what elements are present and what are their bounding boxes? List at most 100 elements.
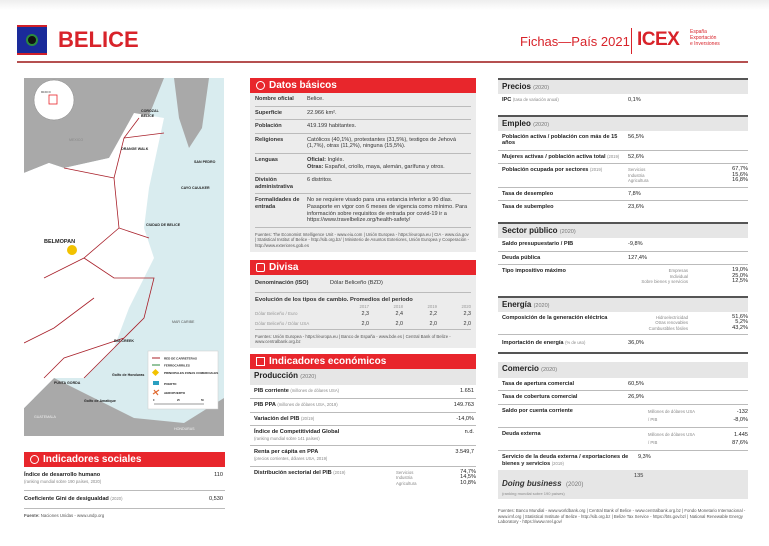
basic-panel: Nombre oficial Belice. Superficie 22.966 k…: [250, 93, 476, 252]
tax-label: Sobre bienes y servicios: [641, 279, 688, 285]
comercio-row: Tasa de apertura comercial 60,5%: [498, 378, 748, 392]
row-note: (ranking mundial sobre 141 países): [254, 435, 320, 441]
map-label: MEXICO: [69, 138, 83, 142]
map-label: CIUDAD DE BELICE: [146, 223, 181, 227]
row-value: 6 distritos.: [307, 177, 333, 184]
subsection-year: (2020): [300, 374, 317, 381]
comercio-row: Tasa de cobertura comercial 26,9%: [498, 391, 748, 406]
map-label: COROZAL: [141, 109, 160, 113]
right-source: Fuentes: Banco Mundial - www.worldbank.o…: [498, 508, 746, 525]
source-label: Otras renovables: [655, 320, 688, 326]
sector-row: Saldo presupuestario / PIB -9,8%: [498, 238, 748, 252]
scale-label: 25: [177, 399, 180, 402]
row-value: 22.966 km².: [307, 109, 337, 116]
row-label: Saldo presupuestario / PIB: [502, 241, 574, 248]
money-icon: [256, 262, 265, 272]
source-label: Combustibles fósiles: [648, 325, 688, 331]
row-label: PIB corriente: [254, 388, 289, 395]
value-label: Otras:: [307, 163, 324, 170]
scale-label: 50: [201, 399, 204, 402]
source-value: 5,2%: [735, 319, 748, 326]
scale-label: 0: [153, 399, 155, 402]
tax-value: 19,0%: [732, 267, 748, 274]
unit-label: / PIB: [648, 417, 658, 423]
prod-row: Distribución sectorial del PIB (2019) Ser…: [250, 467, 476, 490]
bar-chart-icon: [256, 357, 265, 367]
prod-row: Índice de Competitividad Global (ranking …: [250, 426, 476, 447]
row-note: (2019): [607, 153, 620, 159]
sector-label: Servicios: [396, 469, 414, 475]
social-section: Indicadores sociales Índice de desarroll…: [24, 452, 225, 522]
row-value: 3.549,7: [455, 449, 474, 456]
basic-header: Datos básicos: [250, 78, 476, 93]
empleo-row: Población ocupada por sectores (2019) Ser…: [498, 164, 748, 188]
header-rule: [17, 61, 748, 63]
row-label: Deuda pública: [502, 254, 541, 261]
row-label: Religiones: [255, 136, 284, 143]
doing-note: (ranking mundial sobre 190 países): [502, 491, 565, 497]
top-band: [0, 0, 769, 10]
unit-label: Millones de dólares USA: [648, 409, 696, 415]
unit-label: Millones de dólares USA: [648, 432, 696, 438]
target-icon: [256, 81, 265, 90]
row-label: Denominación (ISO): [255, 279, 309, 286]
doing-year: (2020): [566, 482, 584, 489]
row-value: 7,8%: [628, 190, 641, 197]
tax-label: Individual: [669, 273, 688, 279]
country-title: BELICE: [58, 27, 139, 52]
middle-column: Datos básicos Nombre oficial Belice. Supe…: [250, 78, 476, 489]
comercio-row: Servicio de la deuda externa / exportaci…: [498, 451, 748, 470]
year: 2019: [427, 303, 437, 309]
row-label: Renta per cápita en PPA: [254, 449, 319, 456]
empleo-row: Tasa de desempleo 7,8%: [498, 188, 748, 202]
row-value: 26,9%: [628, 394, 644, 401]
sector-label: Agricultura: [628, 178, 649, 184]
row-note: (precios corrientes, dólares USA, 2019): [254, 455, 328, 461]
basic-row: Nombre oficial Belice.: [255, 93, 471, 107]
map-label: BIG CREEK: [114, 339, 134, 343]
row-value: 56,5%: [628, 133, 644, 140]
row-label: Dólar Beliceño / Euro: [255, 310, 298, 316]
sector-row: Deuda pública 127,4%: [498, 252, 748, 266]
row-label: IPC: [502, 97, 512, 103]
divisa-denom: Denominación (ISO) Dólar Beliceño (BZD): [255, 275, 471, 293]
icex-sub-line: e Inversiones: [690, 41, 720, 47]
row-value: Católicos (40,1%), protestantes (31,5%),…: [307, 136, 456, 150]
person-icon: [30, 455, 39, 464]
icex-sub-line: España: [690, 29, 707, 35]
subsection-year: (2020): [533, 121, 550, 128]
year: 2018: [393, 303, 403, 309]
map-label: PUNTA GORDA: [54, 381, 81, 385]
row-label: Variación del PIB: [254, 415, 300, 422]
basic-row: División administrativa 6 distritos.: [255, 174, 471, 195]
row-label: División administrativa: [255, 177, 293, 190]
map-label: ORANGE WALK: [121, 147, 149, 151]
sector-value: 16,8%: [732, 177, 748, 184]
row-value: -14,0%: [456, 415, 474, 422]
row-value: Español, criollo, maya, alemán, garífuna…: [323, 163, 445, 170]
row-label: Tasa de desempleo: [502, 190, 554, 197]
row-note: (2019): [551, 460, 564, 466]
row-note: (millones de dólares USA, 2019): [277, 401, 338, 407]
social-row: Coeficiente Gini de desigualdad (2020) 0,…: [24, 491, 225, 509]
social-header: Indicadores sociales: [24, 452, 225, 467]
sector-label: Industria: [396, 475, 413, 480]
econ-header: Indicadores económicos: [250, 354, 476, 370]
empleo-row: Población activa / población con más de …: [498, 131, 748, 151]
sector-value: 74,7%: [460, 468, 476, 475]
year: 2017: [359, 303, 369, 309]
row-label: Tasa de apertura comercial: [502, 380, 575, 387]
row-label: Servicio de la deuda externa / exportaci…: [502, 454, 629, 467]
subsection-year: (2020): [559, 229, 576, 236]
rate: 2,4: [395, 310, 404, 317]
precios-header: Precios (2020): [498, 78, 748, 94]
empleo-header: Empleo (2020): [498, 114, 748, 131]
prod-row: Renta per cápita en PPA (precios corrient…: [250, 446, 476, 467]
basic-row: Superficie 22.966 km².: [255, 107, 471, 121]
series-title: Fichas—País 2021: [520, 34, 630, 49]
right-column: Precios (2020) IPC (tasa de variación an…: [498, 78, 748, 528]
section-title: Datos básicos: [269, 80, 337, 91]
sector-value: 14,5%: [460, 474, 476, 480]
map-label: Golfo de Amatique: [84, 399, 116, 403]
row-note: (2019): [589, 167, 603, 173]
